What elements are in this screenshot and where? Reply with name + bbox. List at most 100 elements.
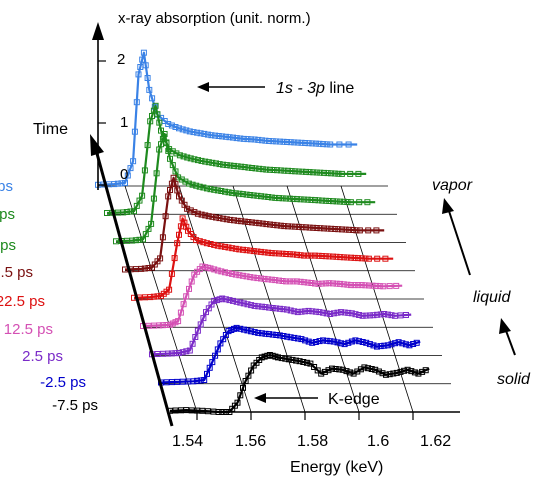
data-point-marker (139, 56, 146, 63)
data-point-marker (392, 340, 399, 347)
data-point-marker (187, 155, 194, 162)
data-point-marker (222, 243, 228, 250)
data-point-marker (131, 128, 138, 135)
data-point-marker (290, 195, 297, 202)
data-point-marker (322, 197, 329, 204)
data-point-marker (146, 86, 153, 93)
edge-annotation-text: K-edge (328, 391, 380, 408)
data-point-marker (301, 252, 308, 259)
data-point-marker (185, 180, 192, 187)
data-point-marker (283, 251, 290, 257)
data-point-marker (280, 333, 287, 339)
data-point-marker (341, 341, 348, 348)
data-point-marker (358, 282, 365, 289)
data-point-marker (239, 272, 246, 279)
data-point-marker (150, 195, 157, 202)
data-point-marker (218, 268, 225, 275)
data-point-marker (390, 370, 397, 377)
data-point-marker (145, 265, 152, 271)
data-point-marker (388, 341, 395, 348)
data-point-marker (319, 280, 326, 287)
data-point-marker (330, 253, 336, 260)
data-point-marker (136, 236, 143, 243)
phase-label-liquid: liquid (473, 289, 511, 306)
data-point-marker (237, 135, 244, 142)
data-point-marker (204, 185, 210, 192)
data-point-marker (201, 377, 208, 383)
data-point-marker (299, 168, 306, 175)
data-point-marker (326, 280, 333, 287)
data-point-marker (181, 219, 188, 226)
data-point-marker (204, 131, 211, 138)
data-point-marker (214, 187, 221, 194)
data-point-marker (365, 227, 372, 234)
data-point-marker (248, 328, 255, 335)
data-point-marker (355, 282, 362, 289)
data-point-marker (230, 134, 236, 141)
data-point-marker (144, 142, 151, 149)
data-point-marker (150, 293, 157, 300)
data-point-marker (273, 305, 280, 312)
data-point-marker (212, 352, 219, 359)
data-point-marker (263, 166, 270, 173)
data-point-marker (322, 253, 329, 260)
data-point-marker (162, 213, 169, 220)
data-point-marker (233, 298, 240, 305)
data-point-marker (384, 342, 391, 349)
data-point-marker (245, 219, 252, 225)
data-point-marker (370, 312, 377, 319)
data-point-marker (133, 99, 140, 106)
y-tick-label: 2 (117, 51, 125, 68)
data-point-marker (401, 367, 408, 374)
phase-label-solid: solid (497, 371, 531, 388)
data-point-marker (402, 341, 409, 348)
data-point-marker (166, 286, 173, 293)
data-point-marker (308, 280, 315, 286)
data-point-marker (230, 297, 236, 304)
data-point-marker (303, 359, 310, 366)
data-point-marker (297, 252, 304, 259)
phase-label-vapor: vapor (432, 177, 473, 194)
data-point-marker (366, 282, 372, 289)
data-point-marker (318, 370, 325, 377)
data-point-marker (244, 136, 251, 143)
data-point-marker (356, 338, 363, 345)
data-point-marker (222, 133, 229, 140)
data-point-marker (279, 278, 286, 284)
data-point-marker (355, 170, 362, 177)
data-point-marker (327, 141, 334, 148)
data-point-marker (323, 141, 330, 148)
data-point-marker (203, 240, 210, 247)
data-point-marker (111, 181, 118, 188)
data-point-marker (321, 368, 328, 375)
data-point-marker (349, 227, 356, 233)
phase-labels: vapor liquid solid (432, 177, 531, 388)
data-point-marker (167, 155, 173, 162)
data-point-marker (140, 49, 147, 56)
data-point-marker (293, 278, 300, 285)
data-point-marker (251, 302, 258, 309)
data-point-marker (149, 95, 156, 102)
data-point-marker (259, 220, 266, 227)
data-point-marker (168, 350, 175, 357)
x-tick-label: 1.62 (420, 433, 451, 450)
data-point-marker (399, 340, 406, 347)
data-point-marker (353, 227, 360, 234)
data-point-marker (306, 169, 313, 176)
data-point-marker (176, 152, 183, 159)
data-point-marker (169, 162, 176, 169)
data-point-marker (261, 193, 268, 200)
data-point-marker (419, 368, 426, 375)
data-point-marker (211, 266, 218, 273)
data-point-marker (183, 348, 190, 355)
data-point-marker (274, 222, 281, 229)
data-point-marker (297, 278, 304, 285)
data-point-marker (241, 218, 248, 225)
data-point-marker (172, 181, 179, 188)
data-point-marker (173, 150, 180, 157)
data-point-marker (219, 133, 226, 140)
data-point-marker (186, 285, 192, 292)
data-point-marker (233, 324, 240, 331)
data-point-marker (190, 129, 197, 136)
data-point-marker (291, 139, 298, 146)
